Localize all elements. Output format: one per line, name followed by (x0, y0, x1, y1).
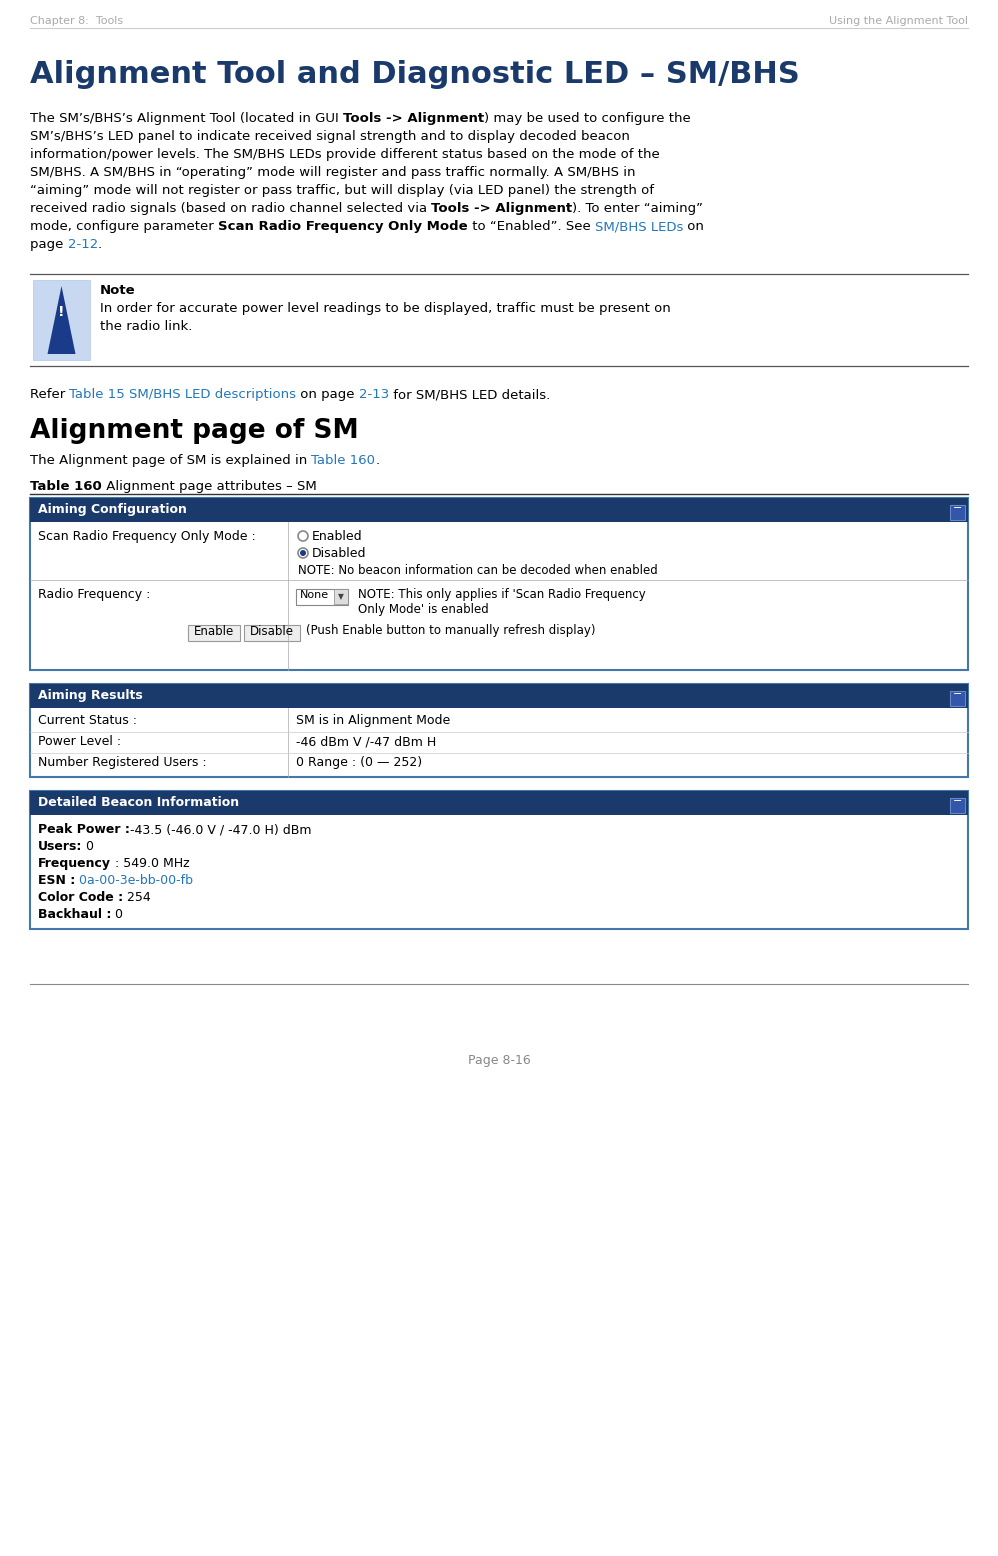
Text: on page: on page (296, 387, 359, 401)
Text: Peak Power :: Peak Power : (38, 823, 130, 836)
Text: -43.5 (-46.0 V / -47.0 H) dBm: -43.5 (-46.0 V / -47.0 H) dBm (130, 823, 311, 836)
Text: Chapter 8:  Tools: Chapter 8: Tools (30, 16, 123, 26)
Bar (334, 590, 348, 604)
Text: to “Enabled”. See: to “Enabled”. See (468, 219, 595, 233)
Bar (30, 790, 968, 815)
Bar (950, 798, 965, 812)
Bar (30, 685, 968, 776)
Bar (33, 280, 90, 359)
Text: Radio Frequency :: Radio Frequency : (38, 588, 151, 601)
Text: 0: 0 (83, 840, 95, 853)
Text: Note: Note (100, 285, 136, 297)
Text: The Alignment page of SM is explained in: The Alignment page of SM is explained in (30, 454, 311, 467)
Text: for SM/BHS LED details.: for SM/BHS LED details. (389, 387, 551, 401)
Text: Scan Radio Frequency Only Mode :: Scan Radio Frequency Only Mode : (38, 531, 255, 543)
Bar (30, 790, 968, 929)
Text: Scan Radio Frequency Only Mode: Scan Radio Frequency Only Mode (218, 219, 468, 233)
Circle shape (300, 549, 306, 555)
Text: Only Mode' is enabled: Only Mode' is enabled (358, 604, 489, 616)
Text: Table 160: Table 160 (311, 454, 375, 467)
Text: 2-13: 2-13 (359, 387, 389, 401)
Text: Page 8-16: Page 8-16 (468, 1053, 530, 1067)
Polygon shape (48, 286, 76, 355)
Text: .: . (98, 238, 102, 251)
Text: Users:: Users: (38, 840, 83, 853)
Text: In order for accurate power level readings to be displayed, traffic must be pres: In order for accurate power level readin… (100, 302, 671, 314)
Text: Alignment page of SM: Alignment page of SM (30, 419, 358, 443)
Text: mode, configure parameter: mode, configure parameter (30, 219, 218, 233)
Text: Power Level :: Power Level : (38, 734, 121, 748)
Text: Table 160: Table 160 (30, 479, 102, 493)
Text: -46 dBm V /-47 dBm H: -46 dBm V /-47 dBm H (296, 734, 436, 748)
Text: Alignment Tool and Diagnostic LED – SM/BHS: Alignment Tool and Diagnostic LED – SM/B… (30, 61, 799, 89)
Text: Number Registered Users :: Number Registered Users : (38, 756, 207, 769)
Text: 0 Range : (0 — 252): 0 Range : (0 — 252) (296, 756, 422, 769)
Text: −: − (953, 689, 963, 699)
Text: Backhaul :: Backhaul : (38, 909, 112, 921)
Text: ). To enter “aiming”: ). To enter “aiming” (573, 202, 704, 215)
Text: Table 15 SM/BHS LED descriptions: Table 15 SM/BHS LED descriptions (70, 387, 296, 401)
Text: −: − (953, 503, 963, 513)
Text: NOTE: This only applies if 'Scan Radio Frequency: NOTE: This only applies if 'Scan Radio F… (358, 588, 646, 601)
Text: 2-12: 2-12 (68, 238, 98, 251)
Text: SM is in Alignment Mode: SM is in Alignment Mode (296, 714, 450, 727)
Text: −: − (953, 797, 963, 806)
Text: : 549.0 MHz: : 549.0 MHz (111, 857, 190, 870)
Bar (188, 626, 240, 641)
Text: “aiming” mode will not register or pass traffic, but will display (via LED panel: “aiming” mode will not register or pass … (30, 184, 654, 198)
Text: Aiming Configuration: Aiming Configuration (38, 503, 187, 517)
Text: (Push Enable button to manually refresh display): (Push Enable button to manually refresh … (306, 624, 596, 636)
Bar (950, 691, 965, 706)
Text: Enabled: Enabled (312, 531, 362, 543)
Text: Enable: Enable (194, 626, 235, 638)
Text: Refer: Refer (30, 387, 70, 401)
Text: .: . (375, 454, 379, 467)
Text: received radio signals (based on radio channel selected via: received radio signals (based on radio c… (30, 202, 431, 215)
Text: Frequency: Frequency (38, 857, 111, 870)
Text: the radio link.: the radio link. (100, 321, 193, 333)
Text: SM/BHS LEDs: SM/BHS LEDs (595, 219, 683, 233)
Text: SM’s/BHS’s LED panel to indicate received signal strength and to display decoded: SM’s/BHS’s LED panel to indicate receive… (30, 131, 630, 143)
Text: SM/BHS. A SM/BHS in “operating” mode will register and pass traffic normally. A : SM/BHS. A SM/BHS in “operating” mode wil… (30, 166, 636, 179)
Text: Current Status :: Current Status : (38, 714, 137, 727)
Text: Using the Alignment Tool: Using the Alignment Tool (829, 16, 968, 26)
Text: ESN :: ESN : (38, 874, 75, 887)
Text: 254: 254 (123, 892, 151, 904)
Text: The SM’s/BHS’s Alignment Tool (located in GUI: The SM’s/BHS’s Alignment Tool (located i… (30, 112, 343, 124)
Bar (30, 498, 968, 521)
Text: !: ! (58, 305, 65, 319)
Text: 0: 0 (112, 909, 124, 921)
Text: 0a-00-3e-bb-00-fb: 0a-00-3e-bb-00-fb (75, 874, 194, 887)
Bar (244, 626, 300, 641)
Text: Alignment page attributes – SM: Alignment page attributes – SM (102, 479, 316, 493)
Text: on: on (683, 219, 704, 233)
Text: Disabled: Disabled (312, 548, 366, 560)
Text: page: page (30, 238, 68, 251)
Text: Tools -> Alignment: Tools -> Alignment (343, 112, 484, 124)
Text: NOTE: No beacon information can be decoded when enabled: NOTE: No beacon information can be decod… (298, 563, 658, 577)
Text: information/power levels. The SM/BHS LEDs provide different status based on the : information/power levels. The SM/BHS LED… (30, 148, 660, 160)
Text: Detailed Beacon Information: Detailed Beacon Information (38, 797, 240, 809)
Bar (30, 498, 968, 671)
Text: Disable: Disable (250, 626, 294, 638)
Text: None: None (300, 590, 329, 601)
Text: Color Code :: Color Code : (38, 892, 123, 904)
Bar (30, 685, 968, 708)
Text: Aiming Results: Aiming Results (38, 689, 143, 702)
Text: ) may be used to configure the: ) may be used to configure the (484, 112, 691, 124)
Bar (950, 506, 965, 520)
Bar (296, 590, 348, 605)
Text: ▼: ▼ (338, 591, 344, 601)
Text: Tools -> Alignment: Tools -> Alignment (431, 202, 573, 215)
